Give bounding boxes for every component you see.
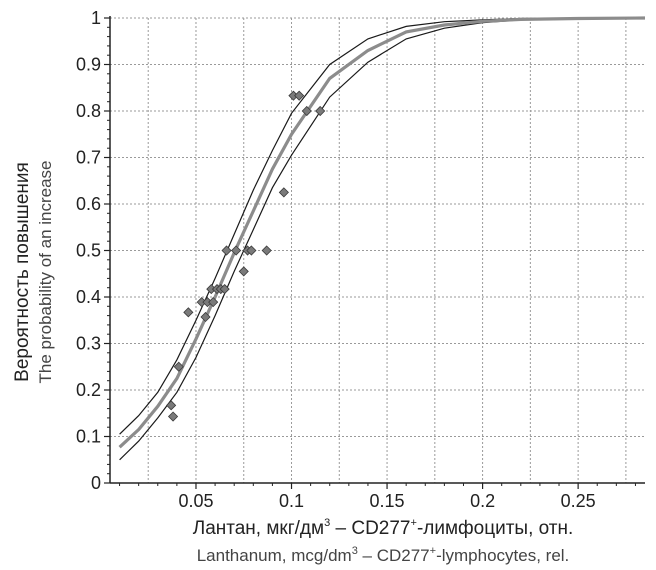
confidence-upper-line [119,17,645,435]
data-point [278,187,289,198]
x-axis-title-ru-sup3: 3 [324,517,330,529]
grid-lines [110,17,645,483]
data-point [294,90,305,101]
data-point [208,297,219,308]
y-tick-label: 0 [91,473,101,493]
y-tick-label: 0.7 [76,148,101,168]
x-tick-label: 0.15 [370,491,405,511]
fitted-curve-line [118,16,646,449]
y-tick-label: 0.5 [76,241,101,261]
data-point [246,245,257,256]
data-point [173,361,184,372]
x-axis-title-ru-main: Лантан, мкг/дм [193,518,324,539]
data-point [221,245,232,256]
x-axis-title-ru-end: -лимфоциты, отн. [417,518,573,539]
axes [109,16,645,484]
data-point [200,311,211,323]
data-point [301,105,312,117]
curve-group [118,16,646,461]
data-point [167,411,179,422]
x-tick-label: 0.2 [470,491,495,511]
data-point [238,266,249,277]
data-point [166,400,177,411]
data-point [231,245,242,256]
y-tick-label: 0.3 [76,334,101,354]
x-tick-label: 0.05 [178,491,213,511]
x-axis-title-en-end: -lymphocytes, rel. [436,546,569,565]
y-tick-label: 0.9 [76,55,101,75]
y-tick-label: 0.2 [76,380,101,400]
x-axis-title-en: Lanthanum, mcg/dm3 – CD277+-lymphocytes,… [197,545,570,565]
axis-ticks: 0 0.1 0.2 0.3 0.4 0.5 0.6 0.7 0.8 0.9 1 0.05 0.1 0.15… [76,8,636,511]
x-axis-title-ru: Лантан, мкг/дм3 – CD277+-лимфоциты, отн. [193,517,574,539]
x-axis-title-en-mid: – CD277 [358,546,430,565]
data-points [166,90,326,422]
data-point [315,105,326,117]
y-axis-title-en: The probability of an increase [36,160,55,383]
y-tick-label: 1 [91,8,101,28]
data-point [219,284,230,295]
x-axis-title-en-sup-plus: + [430,545,436,557]
y-tick-label: 0.1 [76,427,101,447]
data-point [183,307,194,318]
x-tick-label: 0.25 [561,491,596,511]
y-axis-title-ru: Вероятность повышения [12,162,33,382]
data-point [261,245,272,256]
x-axis-title-ru-mid: – CD277 [330,518,410,539]
x-tick-label: 0.1 [279,491,304,511]
x-axis-title-en-sup3: 3 [352,545,358,557]
confidence-lower-line [119,17,646,461]
y-tick-label: 0.4 [76,287,101,307]
x-axis-title-ru-sup-plus: + [411,517,417,529]
y-tick-label: 0.6 [76,194,101,214]
x-axis-title-en-main: Lanthanum, mcg/dm [197,546,352,565]
y-tick-label: 0.8 [76,101,101,121]
